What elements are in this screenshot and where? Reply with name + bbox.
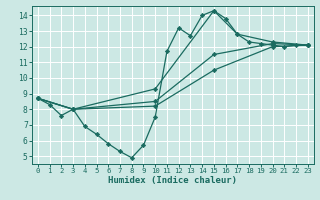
X-axis label: Humidex (Indice chaleur): Humidex (Indice chaleur) <box>108 176 237 185</box>
